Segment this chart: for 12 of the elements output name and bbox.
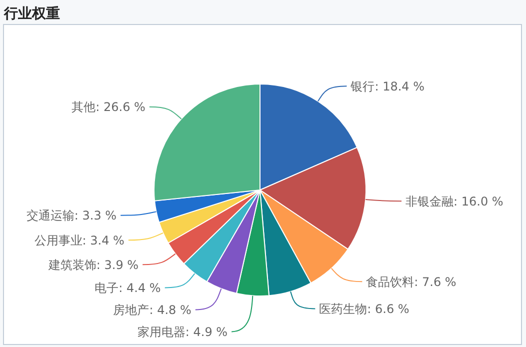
slice-label: 非银金融: 16.0 % bbox=[406, 194, 504, 208]
chart-title: 行业权重 bbox=[3, 6, 60, 22]
slice-label: 建筑装饰: 3.9 % bbox=[47, 258, 139, 272]
slice-label: 其他: 26.6 % bbox=[72, 100, 146, 114]
slice-label: 公用事业: 3.4 % bbox=[34, 233, 124, 248]
slice-label: 房地产: 4.8 % bbox=[113, 302, 192, 317]
slice-label: 家用电器: 4.9 % bbox=[137, 324, 228, 339]
slice-label: 电子: 4.4 % bbox=[94, 280, 161, 295]
slice-label: 医药生物: 6.6 % bbox=[319, 302, 410, 316]
slice-label: 银行: 18.4 % bbox=[350, 79, 425, 94]
slice-label: 食品饮料: 7.6 % bbox=[366, 274, 456, 289]
slice-label: 交通运输: 3.3 % bbox=[26, 208, 117, 223]
